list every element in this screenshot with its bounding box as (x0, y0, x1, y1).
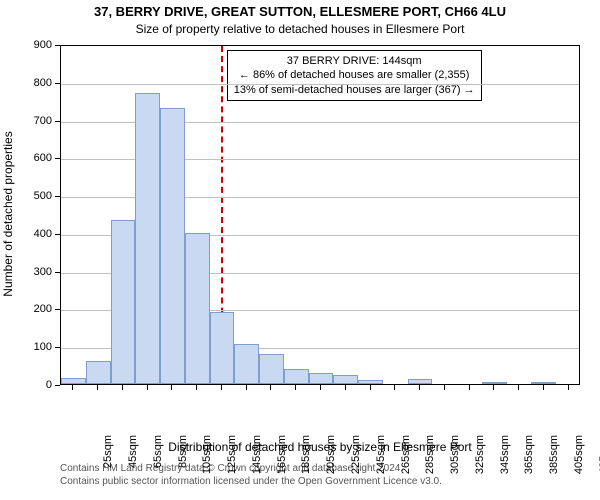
ytick-label: 200 (22, 303, 52, 315)
xtick-mark (295, 385, 296, 390)
gridline (61, 84, 579, 85)
histogram-bar (210, 312, 235, 384)
xtick-label: 405sqm (573, 435, 585, 479)
xtick-mark (221, 385, 222, 390)
ytick-label: 600 (22, 152, 52, 164)
xtick-label: 105sqm (201, 435, 213, 479)
ytick-mark (55, 385, 60, 386)
histogram-bar (284, 369, 309, 384)
xtick-mark (171, 385, 172, 390)
histogram-bar (408, 379, 433, 384)
chart-container: { "chart": { "type": "histogram", "title… (0, 0, 600, 500)
ytick-mark (55, 309, 60, 310)
ytick-label: 800 (22, 77, 52, 89)
ytick-mark (55, 347, 60, 348)
xtick-mark (246, 385, 247, 390)
histogram-bar (358, 380, 383, 384)
annotation-line2: ← 86% of detached houses are smaller (2,… (239, 69, 470, 81)
ytick-label: 400 (22, 228, 52, 240)
histogram-bar (531, 382, 556, 384)
xtick-mark (345, 385, 346, 390)
plot-area: 37 BERRY DRIVE: 144sqm ← 86% of detached… (60, 45, 580, 385)
ytick-mark (55, 272, 60, 273)
xtick-mark (543, 385, 544, 390)
annotation-box: 37 BERRY DRIVE: 144sqm ← 86% of detached… (227, 50, 482, 101)
histogram-bar (185, 233, 210, 384)
xtick-label: 25sqm (102, 435, 114, 479)
xtick-mark (97, 385, 98, 390)
xtick-label: 325sqm (474, 435, 486, 479)
xtick-label: 265sqm (400, 435, 412, 479)
ytick-label: 500 (22, 190, 52, 202)
ytick-mark (55, 83, 60, 84)
xtick-label: 385sqm (548, 435, 560, 479)
xtick-mark (122, 385, 123, 390)
ytick-label: 900 (22, 39, 52, 51)
xtick-mark (518, 385, 519, 390)
xtick-mark (568, 385, 569, 390)
ytick-label: 700 (22, 115, 52, 127)
ytick-mark (55, 234, 60, 235)
ytick-mark (55, 196, 60, 197)
xtick-label: 185sqm (300, 435, 312, 479)
xtick-label: 145sqm (251, 435, 263, 479)
histogram-bar (309, 373, 334, 384)
histogram-bar (160, 108, 185, 384)
histogram-bar (86, 361, 111, 384)
xtick-mark (320, 385, 321, 390)
ytick-mark (55, 121, 60, 122)
xtick-label: 345sqm (499, 435, 511, 479)
histogram-bar (135, 93, 160, 384)
xtick-label: 65sqm (152, 435, 164, 479)
xtick-mark (196, 385, 197, 390)
histogram-bar (482, 382, 507, 384)
xtick-label: 125sqm (226, 435, 238, 479)
xtick-label: 285sqm (424, 435, 436, 479)
chart-title: 37, BERRY DRIVE, GREAT SUTTON, ELLESMERE… (0, 4, 600, 19)
chart-subtitle: Size of property relative to detached ho… (0, 22, 600, 36)
xtick-mark (493, 385, 494, 390)
xtick-label: 305sqm (449, 435, 461, 479)
ytick-mark (55, 45, 60, 46)
xtick-label: 85sqm (177, 435, 189, 479)
xtick-mark (444, 385, 445, 390)
y-axis-label: Number of detached properties (1, 114, 15, 314)
histogram-bar (111, 220, 136, 384)
histogram-bar (234, 344, 259, 384)
annotation-line3: 13% of semi-detached houses are larger (… (234, 84, 475, 96)
ytick-label: 0 (22, 379, 52, 391)
xtick-mark (147, 385, 148, 390)
xtick-mark (370, 385, 371, 390)
xtick-mark (72, 385, 73, 390)
xtick-mark (394, 385, 395, 390)
ytick-mark (55, 158, 60, 159)
histogram-bar (333, 375, 358, 384)
xtick-label: 245sqm (375, 435, 387, 479)
histogram-bar (61, 378, 86, 384)
xtick-mark (469, 385, 470, 390)
xtick-label: 225sqm (350, 435, 362, 479)
histogram-bar (259, 354, 284, 384)
xtick-label: 365sqm (523, 435, 535, 479)
ytick-label: 100 (22, 341, 52, 353)
xtick-mark (270, 385, 271, 390)
annotation-line1: 37 BERRY DRIVE: 144sqm (287, 55, 422, 67)
xtick-label: 205sqm (325, 435, 337, 479)
xtick-label: 165sqm (276, 435, 288, 479)
xtick-label: 45sqm (127, 435, 139, 479)
xtick-mark (419, 385, 420, 390)
ytick-label: 300 (22, 266, 52, 278)
